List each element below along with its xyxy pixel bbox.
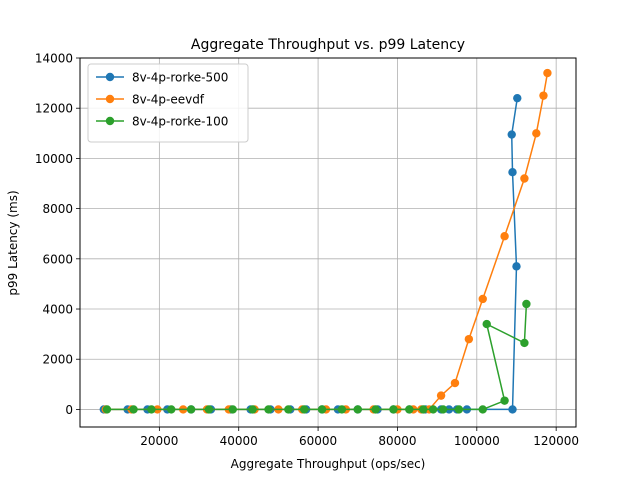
legend-label: 8v-4p-eevdf	[132, 93, 205, 107]
data-point	[478, 405, 487, 414]
y-axis-label: p99 Latency (ms)	[6, 190, 20, 295]
data-point	[337, 405, 347, 414]
data-point	[520, 338, 529, 348]
data-point	[405, 405, 414, 414]
data-point	[284, 405, 293, 414]
y-tick-label: 12000	[35, 102, 73, 116]
plot-series	[99, 68, 552, 414]
x-axis-label: Aggregate Throughput (ops/sec)	[231, 457, 426, 471]
data-point	[508, 405, 517, 414]
data-point	[248, 405, 257, 414]
data-point	[129, 405, 138, 414]
y-tick-label: 6000	[42, 252, 73, 266]
data-point	[371, 405, 380, 414]
data-point	[204, 405, 214, 414]
data-point	[428, 405, 438, 414]
x-tick-label: 20000	[140, 434, 178, 448]
data-point	[438, 405, 448, 414]
x-tick-label: 100000	[454, 434, 500, 448]
x-tick-label: 40000	[220, 434, 258, 448]
data-point	[543, 68, 552, 78]
data-point	[482, 319, 491, 329]
data-point	[102, 405, 112, 414]
y-tick-label: 0	[65, 403, 73, 417]
data-point	[353, 405, 362, 414]
series-2	[102, 299, 531, 414]
x-tick-label: 120000	[533, 434, 579, 448]
series-line	[103, 98, 519, 411]
data-point	[522, 299, 531, 309]
legend-box	[87, 63, 249, 143]
data-point	[507, 130, 516, 139]
legend-marker	[105, 116, 115, 126]
x-tick-label: 80000	[378, 434, 416, 448]
data-point	[513, 93, 522, 103]
data-point	[389, 405, 398, 414]
legend-marker	[105, 94, 115, 104]
data-point	[299, 405, 309, 414]
data-point	[520, 174, 529, 183]
x-tick-label: 60000	[299, 434, 337, 448]
y-tick-label: 14000	[35, 52, 73, 66]
data-point	[317, 405, 327, 414]
data-point	[450, 378, 460, 388]
data-point	[539, 91, 548, 100]
data-point	[147, 405, 156, 414]
data-point	[436, 391, 446, 400]
data-point	[167, 405, 176, 414]
x-axis-ticks: 20000 40000 60000 80000 100000 120000	[140, 427, 579, 448]
data-point	[478, 294, 487, 304]
legend-label: 8v-4p-rorke-100	[132, 115, 228, 129]
data-point	[500, 396, 509, 405]
data-point	[186, 405, 196, 414]
legend-label: 8v-4p-rorke-500	[132, 71, 228, 85]
y-tick-label: 10000	[35, 152, 73, 166]
y-tick-label: 4000	[42, 303, 73, 317]
data-point	[454, 405, 464, 414]
chart-title: Aggregate Throughput vs. p99 Latency	[191, 37, 465, 53]
data-point	[264, 405, 273, 414]
data-point	[508, 168, 517, 177]
data-point	[464, 334, 474, 344]
y-axis-ticks: 0 2000 4000 6000 8000 10000 12000 14000	[35, 52, 80, 417]
data-point	[419, 405, 428, 414]
data-point	[512, 262, 521, 271]
data-point	[500, 232, 509, 241]
y-tick-label: 2000	[42, 353, 73, 367]
legend: 8v-4p-rorke-500 8v-4p-eevdf 8v-4p-rorke-10…	[87, 63, 249, 143]
legend-marker	[105, 72, 115, 82]
data-point	[228, 405, 237, 414]
data-point	[532, 129, 541, 138]
plot-frame	[79, 57, 577, 428]
y-tick-label: 8000	[42, 202, 73, 216]
